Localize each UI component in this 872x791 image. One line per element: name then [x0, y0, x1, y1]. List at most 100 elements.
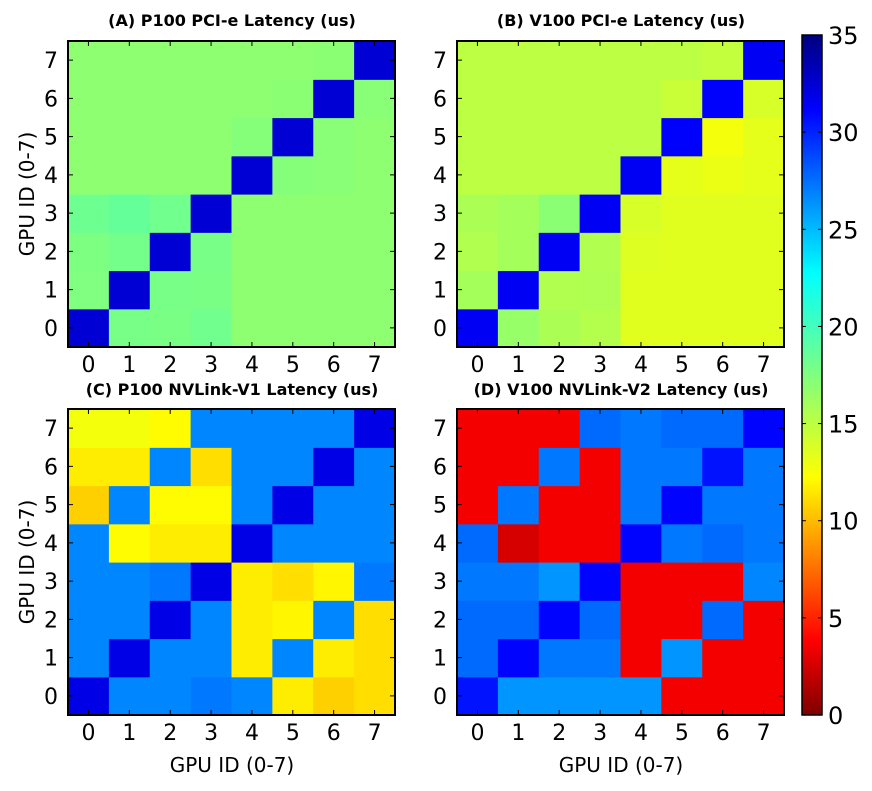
heatmap-cell [497, 232, 540, 272]
panel-d-y-tick-label: 3 [433, 570, 447, 595]
heatmap-cell [190, 523, 233, 563]
heatmap-cell [68, 600, 110, 640]
heatmap-cell [457, 447, 499, 487]
heatmap-cell [68, 676, 110, 716]
colorbar-ticks: 0 5 10 15 20 25 30 35 [802, 22, 859, 730]
panel-d-frame [456, 408, 785, 716]
heatmap-cell [272, 232, 314, 272]
panel-c-y-tick-label: 3 [44, 570, 58, 595]
panel-a-y-tick-label: 2 [44, 240, 58, 265]
heatmap-cell [497, 155, 540, 195]
panel-a-y-tick-label: 7 [44, 49, 58, 74]
heatmap-cell [149, 600, 192, 640]
heatmap-cell [313, 194, 355, 233]
heatmap-cell [108, 676, 151, 716]
heatmap-cell [538, 638, 581, 678]
heatmap-cell [579, 232, 622, 272]
heatmap-cell [231, 485, 273, 525]
heatmap-cell [231, 447, 273, 487]
heatmap-cell [620, 600, 662, 640]
heatmap-cell [702, 447, 744, 487]
colorbar-tick-label: 15 [828, 411, 859, 439]
heatmap-cell [620, 523, 662, 563]
heatmap-cell [149, 308, 192, 348]
heatmap-cell [457, 155, 499, 195]
heatmap-cell [743, 79, 785, 119]
panel-c-x-tick-label: 5 [286, 721, 300, 746]
heatmap-cell [661, 600, 703, 640]
heatmap-cell [190, 155, 233, 195]
heatmap-cell [231, 194, 273, 233]
heatmap-cell [743, 409, 785, 448]
heatmap-cell [231, 409, 273, 448]
heatmap-cell [354, 562, 396, 601]
heatmap-cell [579, 600, 622, 640]
heatmap-cell [354, 155, 396, 195]
panel-b-x-tick-label: 7 [757, 353, 771, 378]
heatmap-cell [538, 232, 581, 272]
heatmap-cell [661, 562, 703, 601]
heatmap-cell [538, 600, 581, 640]
heatmap-cell [313, 485, 355, 525]
heatmap-cell [354, 638, 396, 678]
heatmap-cell [620, 270, 662, 310]
panel-d-title: (D) V100 NVLink-V2 Latency (us) [474, 380, 769, 399]
heatmap-cell [68, 562, 110, 601]
heatmap-cell [272, 523, 314, 563]
heatmap-cell [108, 308, 151, 348]
heatmap-cell [354, 409, 396, 448]
heatmap-cell [149, 117, 192, 157]
panel-a-x-tick-label: 3 [204, 353, 218, 378]
panel-c-x-tick-label: 7 [368, 721, 382, 746]
panel-b-x-tick-label: 6 [716, 353, 730, 378]
heatmap-cell [620, 308, 662, 348]
panel-a-y-tick-label: 4 [44, 164, 58, 189]
panel-d-x-tick-label: 1 [511, 721, 525, 746]
heatmap-cell [68, 194, 110, 233]
heatmap-cell [149, 79, 192, 119]
heatmap-cell [272, 485, 314, 525]
heatmap-cell [354, 523, 396, 563]
heatmap-cell [538, 194, 581, 233]
heatmap-cell [313, 638, 355, 678]
heatmap-cell [620, 117, 662, 157]
heatmap-cell [457, 600, 499, 640]
heatmap-cell [354, 194, 396, 233]
heatmap-cell [702, 600, 744, 640]
heatmap-cell [497, 41, 540, 80]
heatmap-cell [661, 117, 703, 157]
heatmap-cell [354, 308, 396, 348]
heatmap-cell [579, 562, 622, 601]
panel-a-cells [68, 41, 396, 348]
heatmap-cell [68, 232, 110, 272]
heatmap-cell [149, 270, 192, 310]
heatmap-cell [354, 270, 396, 310]
heatmap-cell [579, 41, 622, 80]
heatmap-cell [743, 270, 785, 310]
heatmap-cell [661, 409, 703, 448]
heatmap-cell [231, 562, 273, 601]
panel-b-title: (B) V100 PCI-e Latency (us) [497, 11, 745, 30]
heatmap-cell [457, 79, 499, 119]
panel-b-cells [457, 41, 785, 348]
heatmap-cell [457, 194, 499, 233]
panel-d-x-tick-label: 0 [470, 721, 484, 746]
heatmap-cell [190, 270, 233, 310]
heatmap-cell [108, 41, 151, 80]
heatmap-cell [272, 409, 314, 448]
heatmap-cell [497, 447, 540, 487]
heatmap-cell [579, 447, 622, 487]
heatmap-cell [702, 155, 744, 195]
heatmap-cell [661, 194, 703, 233]
panel-b-y-tick-label: 4 [433, 164, 447, 189]
heatmap-cell [313, 117, 355, 157]
heatmap-cell [231, 155, 273, 195]
panel-b-x-tick-label: 0 [470, 353, 484, 378]
panel-b-frame [456, 40, 785, 348]
heatmap-cell [579, 409, 622, 448]
heatmap-cell [272, 600, 314, 640]
heatmap-cell [538, 155, 581, 195]
heatmap-cell [538, 409, 581, 448]
heatmap-cell [702, 117, 744, 157]
panel-c-ylabel: GPU ID (0-7) [15, 500, 39, 624]
